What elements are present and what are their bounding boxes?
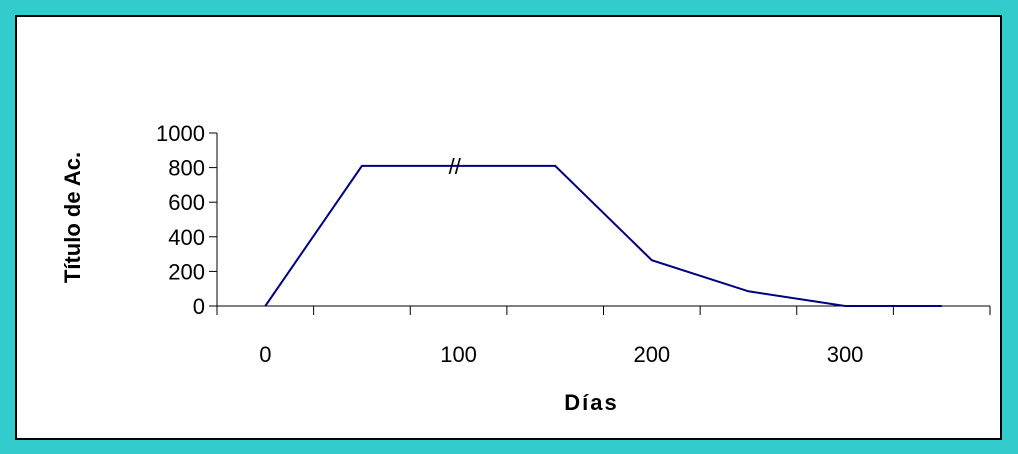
y-tick-label: 600 bbox=[168, 190, 205, 215]
x-tick-label: 300 bbox=[827, 342, 864, 367]
x-ticks: 0 100 200 300 bbox=[216, 306, 991, 367]
chart-panel bbox=[15, 15, 1002, 440]
axes bbox=[216, 133, 990, 307]
series-layer bbox=[264, 164, 942, 307]
y-tick-label: 800 bbox=[168, 156, 205, 181]
x-tick-label: 100 bbox=[440, 342, 477, 367]
y-tick-label: 1000 bbox=[156, 121, 205, 146]
y-axis-title: Título de Ac. bbox=[60, 152, 85, 283]
y-tick-label: 0 bbox=[193, 294, 205, 319]
series-line bbox=[264, 164, 942, 307]
break-mark-annotation: // bbox=[449, 154, 462, 179]
x-tick-label: 0 bbox=[259, 342, 271, 367]
y-tick-label: 200 bbox=[168, 259, 205, 284]
y-tick-label: 400 bbox=[168, 225, 205, 250]
x-tick-label: 200 bbox=[633, 342, 670, 367]
x-axis-title: Días bbox=[564, 390, 618, 415]
y-ticks: 0 200 400 600 800 1000 bbox=[156, 121, 217, 319]
